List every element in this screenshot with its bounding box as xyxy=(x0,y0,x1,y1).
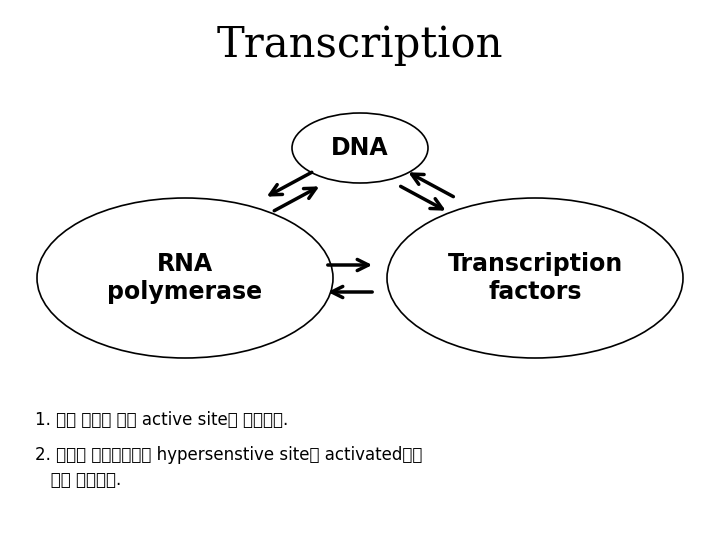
Text: factors: factors xyxy=(488,280,582,304)
Text: 2. 다양한 유전자들에서 hypersenstive site가 activated되기: 2. 다양한 유전자들에서 hypersenstive site가 activa… xyxy=(35,446,423,464)
Text: 전에 나타난다.: 전에 나타난다. xyxy=(35,471,121,489)
Text: RNA: RNA xyxy=(157,252,213,276)
Text: Transcription: Transcription xyxy=(217,24,503,66)
Text: DNA: DNA xyxy=(331,136,389,160)
Ellipse shape xyxy=(292,113,428,183)
Text: 1. 가장 중요한 것인 active site의 확보이다.: 1. 가장 중요한 것인 active site의 확보이다. xyxy=(35,411,288,429)
Ellipse shape xyxy=(37,198,333,358)
Ellipse shape xyxy=(387,198,683,358)
Text: polymerase: polymerase xyxy=(107,280,263,304)
Text: Transcription: Transcription xyxy=(447,252,623,276)
